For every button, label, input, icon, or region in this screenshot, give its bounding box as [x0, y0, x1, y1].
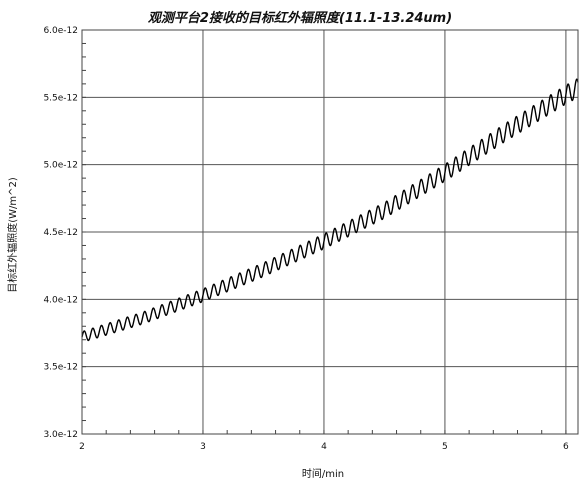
x-tick-label: 4 — [321, 442, 327, 452]
y-tick-label: 3.5e-12 — [43, 363, 78, 373]
chart-title: 观测平台2接收的目标红外辐照度(11.1-13.24um) — [148, 10, 452, 26]
tick-labels: 2 3 4 5 6 3.0e-12 3.5e-12 4.0e-12 4.5e-12 5.0e-12… — [43, 26, 569, 452]
irradiance-series-line — [81, 78, 579, 342]
plot-frame — [81, 29, 579, 435]
y-tick-label: 4.5e-12 — [43, 228, 78, 238]
y-tick-label: 5.5e-12 — [43, 93, 78, 103]
y-axis-label: 目标红外辐照度(W/m^2) — [6, 177, 19, 293]
y-tick-label: 6.0e-12 — [43, 26, 78, 36]
grid-lines — [81, 29, 578, 435]
x-tick-label: 2 — [79, 442, 85, 452]
x-tick-label: 6 — [563, 442, 569, 452]
y-tick-label: 5.0e-12 — [43, 161, 78, 171]
x-tick-label: 5 — [442, 442, 448, 452]
y-tick-label: 3.0e-12 — [43, 430, 78, 440]
y-tick-label: 4.0e-12 — [43, 295, 78, 305]
x-tick-label: 3 — [200, 442, 206, 452]
x-axis-label: 时间/min — [302, 467, 344, 480]
